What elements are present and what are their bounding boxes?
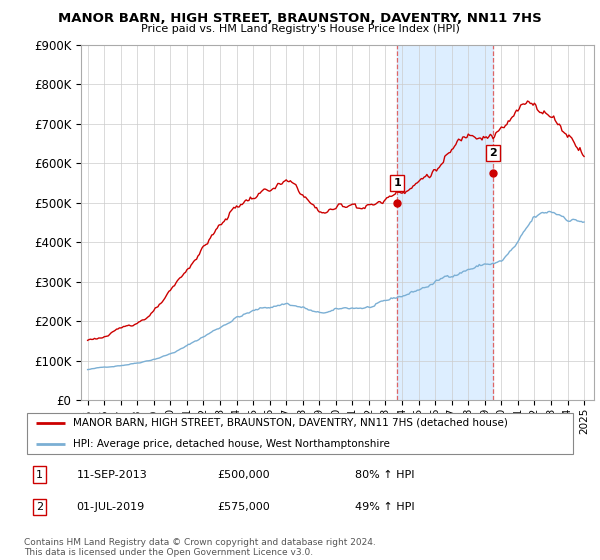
Text: 1: 1 (36, 470, 43, 479)
Text: 2: 2 (36, 502, 43, 512)
Text: £575,000: £575,000 (217, 502, 270, 512)
Text: 1: 1 (393, 178, 401, 188)
Text: 2: 2 (489, 148, 497, 158)
Text: Contains HM Land Registry data © Crown copyright and database right 2024.
This d: Contains HM Land Registry data © Crown c… (24, 538, 376, 557)
Text: 11-SEP-2013: 11-SEP-2013 (76, 470, 147, 479)
Text: MANOR BARN, HIGH STREET, BRAUNSTON, DAVENTRY, NN11 7HS (detached house): MANOR BARN, HIGH STREET, BRAUNSTON, DAVE… (73, 418, 508, 428)
Text: MANOR BARN, HIGH STREET, BRAUNSTON, DAVENTRY, NN11 7HS: MANOR BARN, HIGH STREET, BRAUNSTON, DAVE… (58, 12, 542, 25)
Text: 80% ↑ HPI: 80% ↑ HPI (355, 470, 415, 479)
Text: Price paid vs. HM Land Registry's House Price Index (HPI): Price paid vs. HM Land Registry's House … (140, 24, 460, 34)
Text: 49% ↑ HPI: 49% ↑ HPI (355, 502, 415, 512)
Text: 01-JUL-2019: 01-JUL-2019 (76, 502, 145, 512)
Bar (397, 45, 493, 400)
Text: HPI: Average price, detached house, West Northamptonshire: HPI: Average price, detached house, West… (73, 439, 389, 449)
FancyBboxPatch shape (27, 413, 573, 454)
Text: £500,000: £500,000 (217, 470, 270, 479)
